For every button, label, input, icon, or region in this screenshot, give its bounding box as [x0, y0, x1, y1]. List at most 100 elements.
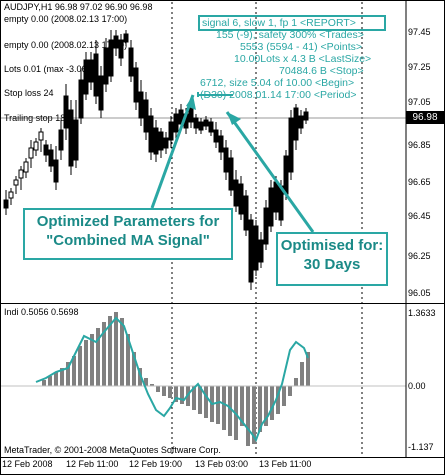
indicator-histogram-bar	[246, 386, 250, 446]
y-tick: 97.25	[408, 62, 431, 72]
bearish-candle	[198, 121, 204, 131]
bearish-candle	[93, 53, 99, 97]
bearish-candle	[288, 117, 294, 173]
indicator-histogram-bar	[150, 384, 154, 386]
indicator-histogram-bar	[168, 386, 172, 398]
bearish-candle	[223, 147, 229, 173]
bearish-candle	[293, 107, 299, 141]
bearish-candle	[148, 115, 154, 153]
indicator-histogram-bar	[60, 368, 64, 386]
bearish-candle	[213, 129, 219, 143]
y-tick: 96.85	[408, 140, 431, 150]
chart-title: AUDJPY,H1 96.98 97.02 96.90 96.98	[4, 2, 153, 12]
bearish-candle	[203, 119, 209, 127]
current-price-tag: 96.98	[406, 111, 444, 124]
indicator-histogram-bar	[306, 352, 310, 386]
indicator-pane[interactable]	[1, 305, 444, 458]
indicator-histogram-bar	[42, 380, 46, 386]
bearish-candle	[133, 67, 139, 103]
indicator-histogram-bar	[294, 378, 298, 386]
bearish-candle	[253, 225, 259, 271]
indicator-histogram-bar	[282, 386, 286, 406]
indicator-histogram-bar	[192, 386, 196, 410]
indicator-histogram-bar	[180, 386, 184, 404]
indicator-histogram-bar	[240, 386, 244, 426]
x-tick: 13 Feb 11:00	[259, 459, 312, 469]
indicator-y-top: 1.3633	[408, 308, 436, 318]
x-tick: 12 Feb 11:00	[66, 459, 119, 469]
report-begin-line: 6712, size 5.04 of 10.00 <Begin>	[200, 77, 355, 89]
bearish-candle	[168, 121, 174, 141]
indicator-signal-line	[35, 316, 309, 443]
y-tick: 97.45	[408, 27, 431, 37]
bearish-candle	[68, 109, 74, 167]
y-tick: 96.45	[408, 211, 431, 221]
bearish-candle	[58, 129, 64, 151]
indicator-histogram-bar	[102, 322, 106, 386]
indicator-histogram-bar	[90, 334, 94, 386]
bearish-candle	[238, 183, 244, 215]
indicator-y-mid: 0.00	[408, 381, 426, 391]
indicator-histogram-bar	[258, 386, 262, 432]
empty-indicator-2: empty 0.00 (2008.02.13 17:00)	[4, 40, 128, 50]
report-period-line: (D30) 2008.01.14 17:00 <Period>	[200, 89, 357, 101]
price-chart-pane[interactable]	[1, 1, 444, 304]
indicator-histogram-bar	[156, 386, 160, 392]
stop-loss-label: Stop loss 24	[4, 88, 54, 98]
bearish-candle	[3, 199, 9, 209]
bearish-candle	[218, 135, 224, 153]
bearish-candle	[73, 119, 79, 161]
bearish-candle	[138, 91, 144, 119]
indicator-histogram-bar	[174, 386, 178, 402]
bearish-candle	[108, 39, 114, 77]
bearish-candle	[143, 99, 149, 133]
indicator-title: Indi 0.5056 0.5698	[4, 307, 79, 317]
bullish-candle	[18, 169, 24, 179]
bearish-candle	[248, 219, 254, 283]
bullish-candle	[33, 141, 39, 151]
indicator-histogram-bar	[96, 328, 100, 386]
indicator-histogram-bar	[66, 362, 70, 386]
indicator-histogram-bar	[204, 386, 208, 418]
indicator-histogram-bar	[84, 340, 88, 386]
bearish-candle	[78, 79, 84, 119]
bearish-candle	[53, 159, 59, 183]
bearish-candle	[48, 149, 54, 167]
indicator-histogram-bar	[132, 352, 136, 386]
indicator-histogram-bar	[54, 372, 58, 386]
y-tick: 96.05	[408, 288, 431, 298]
bearish-candle	[208, 121, 214, 133]
bearish-candle	[173, 113, 179, 133]
indicator-histogram-bar	[162, 386, 166, 396]
bearish-candle	[158, 131, 164, 151]
bearish-candle	[268, 187, 274, 227]
bearish-candle	[63, 95, 69, 129]
optimized-parameters-callout: Optimized Parameters for "Combined MA Si…	[23, 208, 233, 260]
copyright-text: MetaTrader, © 2001-2008 MetaQuotes Softw…	[4, 445, 221, 455]
bearish-candle	[298, 115, 304, 129]
indicator-histogram-bar	[108, 316, 112, 386]
bullish-candle	[13, 179, 19, 186]
trailing-stop-label: Trailing stop 18	[4, 113, 66, 123]
bullish-candle	[38, 131, 44, 141]
indicator-histogram-bar	[264, 386, 268, 426]
y-tick: 96.25	[408, 251, 431, 261]
callout-arrows	[150, 92, 315, 233]
indicator-histogram-bar	[138, 368, 142, 386]
bearish-candle	[163, 137, 169, 149]
bearish-candle	[303, 111, 309, 121]
bullish-candle	[28, 147, 34, 159]
bearish-candle	[98, 75, 104, 111]
optimised-for-text: Optimised for: 30 Days	[280, 237, 384, 273]
bearish-candle	[118, 39, 124, 59]
indicator-histogram-bar	[222, 386, 226, 430]
indicator-histogram-bar	[120, 318, 124, 386]
y-tick: 96.65	[408, 177, 431, 187]
report-signal-line: signal 6, slow 1, fp 1 <REPORT>	[198, 15, 386, 31]
bearish-candle	[43, 144, 49, 156]
report-stop-line: 70484.6 B <Stop>	[279, 65, 364, 77]
bearish-candle	[193, 117, 199, 129]
indicator-histogram-bar	[48, 376, 52, 386]
indicator-y-bottom: -1.137	[408, 442, 434, 452]
